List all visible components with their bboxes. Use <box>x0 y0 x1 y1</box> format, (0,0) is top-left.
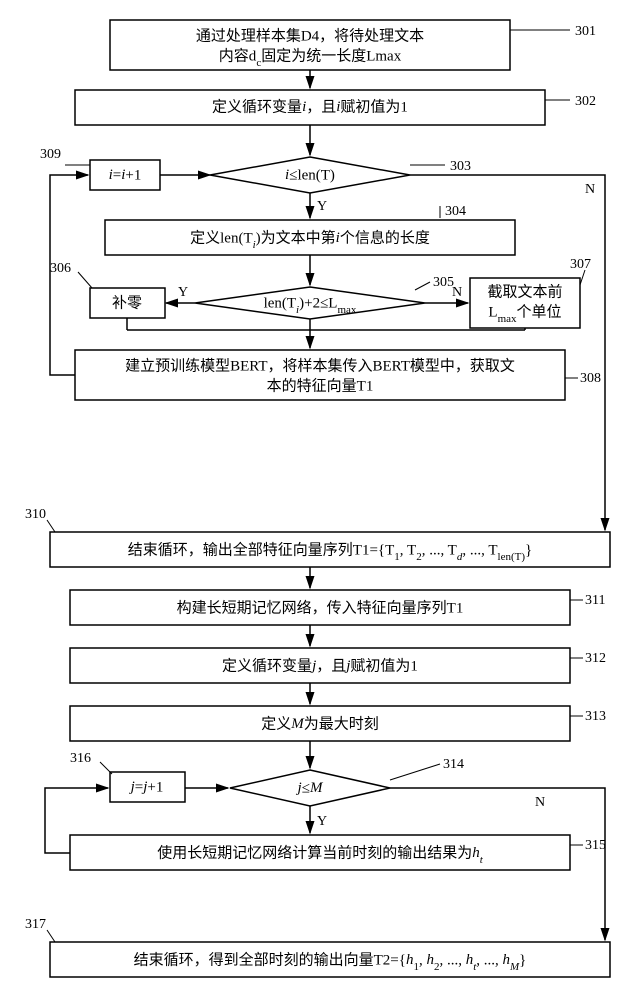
node-301-text-1: 通过处理样本集D4，将待处理文本 <box>196 27 424 44</box>
label-314: 314 <box>443 757 464 772</box>
label-308: 308 <box>580 371 601 386</box>
label-301: 301 <box>575 24 596 39</box>
node-308-text-2: 本的特征向量T1 <box>267 377 374 394</box>
yes-303: Y <box>317 199 327 214</box>
yes-314: Y <box>317 814 327 829</box>
yes-305: Y <box>178 285 188 300</box>
no-314: N <box>535 795 545 810</box>
node-315-text: 使用长短期记忆网络计算当前时刻的输出结果为ht <box>157 843 484 865</box>
label-304: 304 <box>445 204 466 219</box>
label-312: 312 <box>585 651 606 666</box>
node-301-text-2: 内容dc固定为统一长度Lmax <box>219 47 402 68</box>
node-311-text: 构建长短期记忆网络，传入特征向量序列T1 <box>177 599 464 616</box>
node-302-text: 定义循环变量i，且i赋初值为1 <box>212 98 408 115</box>
no-305: N <box>452 285 462 300</box>
node-307-text-1: 截取文本前 <box>487 283 562 300</box>
label-303: 303 <box>450 159 471 174</box>
label-302: 302 <box>575 94 596 109</box>
node-308-text-1: 建立预训练模型BERT，将样本集传入BERT模型中，获取文 <box>125 357 515 374</box>
label-311: 311 <box>585 593 605 608</box>
node-307-text-2: Lmax个单位 <box>488 303 561 324</box>
label-315: 315 <box>585 838 606 853</box>
node-305-text: len(Ti)+2≤Lmax <box>264 295 357 315</box>
no-303: N <box>585 182 595 197</box>
label-306: 306 <box>50 261 71 276</box>
label-309: 309 <box>40 147 61 162</box>
node-314-text: j≤M <box>296 780 324 796</box>
node-312-text: 定义循环变量j，且j赋初值为1 <box>222 657 418 674</box>
node-310-text: 结束循环，输出全部特征向量序列T1={T1, T2, ..., Td, ...,… <box>128 540 532 562</box>
flowchart-svg: 通过处理样本集D4，将待处理文本 内容dc固定为统一长度Lmax 301 定义循… <box>10 10 625 990</box>
label-310: 310 <box>25 507 46 522</box>
label-305: 305 <box>433 275 454 290</box>
node-304-text: 定义len(Ti)为文本中第i个信息的长度 <box>190 228 430 250</box>
node-306-text: 补零 <box>112 294 142 311</box>
label-316: 316 <box>70 751 91 766</box>
node-316-text: j=j+1 <box>129 779 164 795</box>
label-317: 317 <box>25 917 46 932</box>
node-303-text: i≤len(T) <box>285 167 335 183</box>
node-309-text: i=i+1 <box>109 167 142 183</box>
node-313-text: 定义M为最大时刻 <box>261 715 379 732</box>
node-317-text: 结束循环，得到全部时刻的输出向量T2={h1, h2, ..., ht, ...… <box>134 950 527 972</box>
label-307: 307 <box>570 257 591 272</box>
label-313: 313 <box>585 709 606 724</box>
